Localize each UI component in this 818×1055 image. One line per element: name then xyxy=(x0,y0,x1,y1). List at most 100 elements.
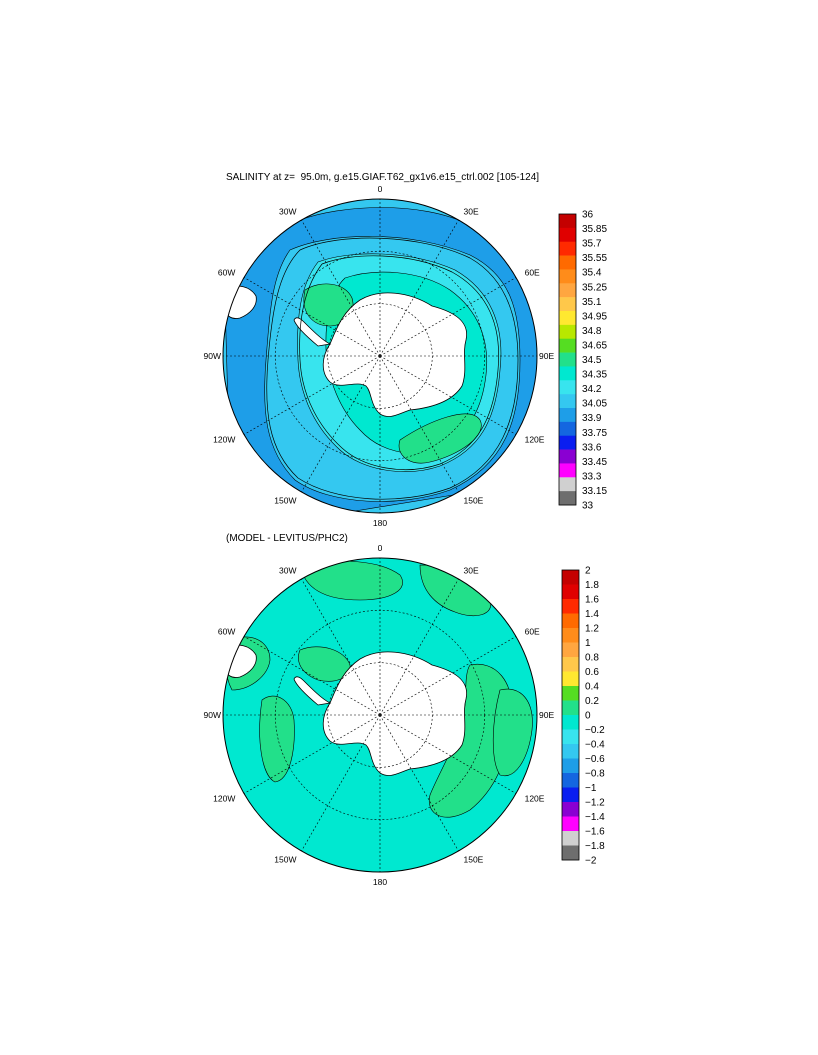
colorbar-swatch xyxy=(559,408,576,423)
longitude-label-120w: 120W xyxy=(213,435,235,445)
longitude-label-120e: 120E xyxy=(525,794,545,804)
longitude-label-30e: 30E xyxy=(464,565,479,575)
colorbar-swatch xyxy=(562,584,579,600)
longitude-label-150e: 150E xyxy=(464,496,484,506)
longitude-label-90e: 90E xyxy=(539,710,554,720)
colorbar-swatch xyxy=(562,845,579,861)
colorbar-swatch xyxy=(559,241,576,256)
colorbar-swatch xyxy=(559,269,576,284)
colorbar-tick-label: 35.4 xyxy=(582,268,602,279)
colorbar-swatch xyxy=(559,214,576,229)
colorbar-tick-label: 34.2 xyxy=(582,384,602,395)
colorbar-tick-label: −0.2 xyxy=(585,725,605,736)
colorbar-swatch xyxy=(559,380,576,395)
colorbar-swatch xyxy=(562,700,579,716)
difference-patch xyxy=(492,688,533,777)
colorbar-swatch xyxy=(562,729,579,745)
colorbar-swatch xyxy=(562,758,579,774)
difference-longitude-labels: 0 30E 60E 90E 120E 150E 180 150W 120W 90W 60W 30W xyxy=(204,543,555,887)
colorbar-swatch xyxy=(559,463,576,478)
colorbar-tick-label: 33.9 xyxy=(582,413,602,424)
colorbar-tick-label: −1.6 xyxy=(585,827,605,838)
colorbar-swatch xyxy=(559,491,576,506)
colorbar-tick-label: −1.4 xyxy=(585,812,605,823)
colorbar-tick-label: 34.5 xyxy=(582,355,602,366)
colorbar-swatch xyxy=(562,599,579,614)
colorbar-tick-label: 33.3 xyxy=(582,471,602,482)
colorbar-tick-label: 1.6 xyxy=(585,595,599,606)
colorbar-swatch xyxy=(559,435,576,450)
colorbar-tick-label: 34.65 xyxy=(582,340,607,351)
colorbar-swatch xyxy=(559,324,576,340)
colorbar-tick-label: 34.95 xyxy=(582,311,607,322)
colorbar-tick-label: −2 xyxy=(585,856,597,867)
longitude-label-30e: 30E xyxy=(464,206,479,216)
colorbar-tick-label: 33 xyxy=(582,501,594,512)
colorbar-swatch xyxy=(559,394,576,409)
salinity-map-border xyxy=(222,198,538,514)
longitude-label-150w: 150W xyxy=(274,496,296,506)
colorbar-swatch xyxy=(559,283,576,298)
difference-patch xyxy=(299,560,403,601)
longitude-label-0: 0 xyxy=(378,184,383,194)
colorbar-tick-label: 0.8 xyxy=(585,653,599,664)
colorbar-tick-label: 0.4 xyxy=(585,682,599,693)
colorbar-tick-label: −0.6 xyxy=(585,754,605,765)
difference-colorbar: 2 1.8 1.6 1.4 1.2 1 0.8 0.6 0.4 0.2 0 −0.2 −0.4 −0.6 −… xyxy=(561,566,605,867)
salinity-map-graticule xyxy=(223,199,537,513)
colorbar-swatch xyxy=(559,449,576,464)
longitude-label-90w: 90W xyxy=(204,351,221,361)
colorbar-tick-label: 35.85 xyxy=(582,224,607,235)
colorbar-tick-label: 35.1 xyxy=(582,297,602,308)
colorbar-swatch xyxy=(562,570,579,585)
colorbar-tick-label: 35.7 xyxy=(582,239,602,250)
colorbar-tick-label: 0.2 xyxy=(585,696,599,707)
panel-2-title: (MODEL - LEVITUS/PHC2) xyxy=(226,533,348,544)
colorbar-tick-label: 34.05 xyxy=(582,399,607,410)
longitude-label-120w: 120W xyxy=(213,794,235,804)
longitude-label-180: 180 xyxy=(373,877,387,887)
longitude-label-60w: 60W xyxy=(218,627,235,637)
colorbar-tick-label: 35.55 xyxy=(582,253,607,264)
difference-map-border xyxy=(222,557,538,873)
colorbar-swatch xyxy=(562,642,579,658)
antarctica-landmass xyxy=(322,292,468,417)
longitude-label-60e: 60E xyxy=(525,627,540,637)
colorbar-swatch xyxy=(559,477,576,492)
colorbar-tick-label: −0.8 xyxy=(585,769,605,780)
colorbar-tick-label: 1.4 xyxy=(585,609,599,620)
difference-map: 0 30E 60E 90E 120E 150E 180 150W 120W 90W 60W 30W 2… xyxy=(204,543,606,887)
colorbar-tick-label: 0 xyxy=(585,711,591,722)
longitude-label-30w: 30W xyxy=(279,565,296,575)
colorbar-swatch xyxy=(562,816,579,832)
colorbar-frame xyxy=(558,213,577,506)
colorbar-tick-label: 33.6 xyxy=(582,442,602,453)
colorbar-swatch xyxy=(562,628,579,643)
panel-1-title: SALINITY at z= 95.0m, g.e15.GIAF.T62_gx1… xyxy=(226,172,540,183)
longitude-label-150e: 150E xyxy=(464,855,484,865)
difference-map-graticule xyxy=(223,558,537,872)
longitude-label-30w: 30W xyxy=(279,206,296,216)
longitude-label-150w: 150W xyxy=(274,855,296,865)
longitude-label-90w: 90W xyxy=(204,710,221,720)
longitude-label-60e: 60E xyxy=(525,268,540,278)
colorbar-tick-label: 34.8 xyxy=(582,326,602,337)
colorbar-frame xyxy=(561,569,580,861)
colorbar-tick-label: 2 xyxy=(585,566,591,577)
colorbar-tick-label: −1 xyxy=(585,783,597,794)
colorbar-swatch xyxy=(559,338,576,353)
colorbar-swatch xyxy=(562,613,579,629)
colorbar-swatch xyxy=(559,366,576,381)
colorbar-tick-label: 34.35 xyxy=(582,370,607,381)
longitude-label-0: 0 xyxy=(378,543,383,553)
colorbar-swatch xyxy=(562,773,579,788)
salinity-colorbar: 36 35.85 35.7 35.55 35.4 35.25 35.1 34.95 34.8 34… xyxy=(558,210,607,512)
longitude-label-120e: 120E xyxy=(525,435,545,445)
colorbar-tick-label: 35.25 xyxy=(582,282,607,293)
salinity-map: 0 30E 60E 90E 120E 150E 180 150W 120W 90W 60W 30W 3… xyxy=(204,184,608,528)
colorbar-tick-label: −0.4 xyxy=(585,740,605,751)
colorbar-tick-label: −1.8 xyxy=(585,841,605,852)
colorbar-swatch xyxy=(559,227,576,243)
